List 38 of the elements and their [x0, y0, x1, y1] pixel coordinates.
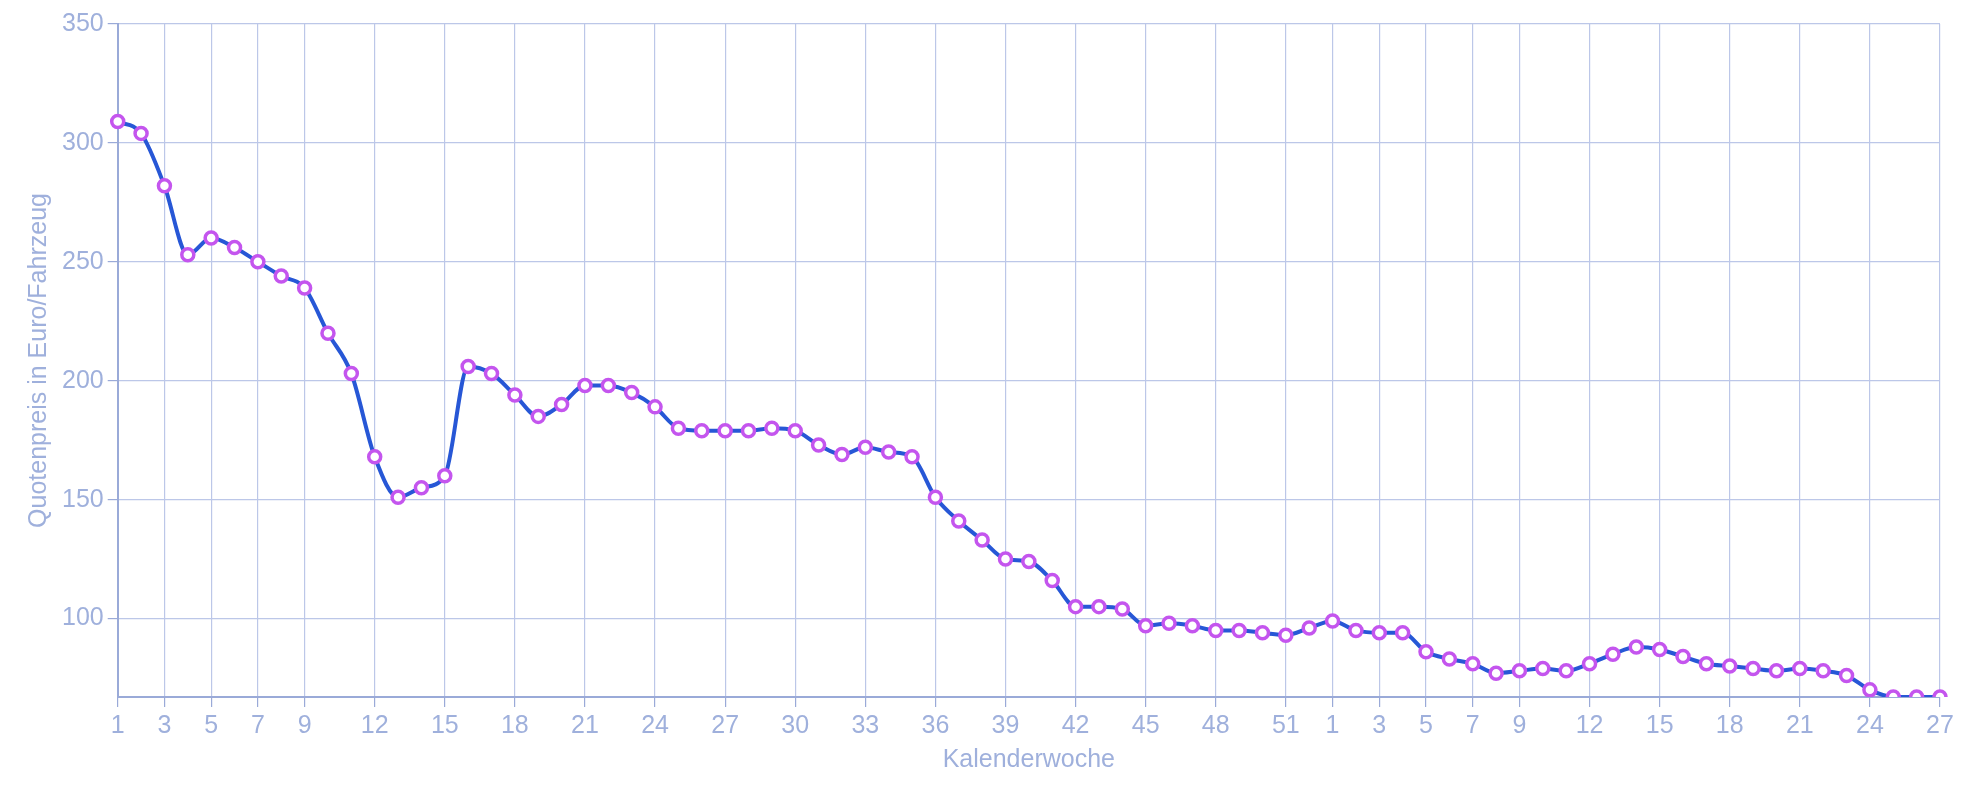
- x-tick-label: 7: [250, 709, 265, 738]
- y-tick-label: 350: [61, 7, 104, 36]
- y-tick-label: 300: [61, 126, 104, 155]
- y-tick-label: 200: [61, 364, 104, 393]
- x-tick-label: 24: [641, 709, 670, 738]
- x-tick-label: 39: [991, 709, 1020, 738]
- y-axis-title: Quotenpreis in Euro/Fahrzeug: [22, 193, 51, 528]
- x-tick-label: 27: [711, 709, 740, 738]
- x-tick-label: 15: [430, 709, 459, 738]
- x-tick-label: 3: [1372, 709, 1387, 738]
- x-tick-label: 7: [1465, 709, 1480, 738]
- x-tick-label: 48: [1201, 709, 1230, 738]
- y-tick-label: 250: [61, 245, 104, 274]
- x-tick-label: 24: [1856, 709, 1884, 738]
- x-tick-label: 51: [1271, 709, 1300, 738]
- x-tick-label: 15: [1645, 709, 1674, 738]
- x-tick-label: 9: [1512, 709, 1527, 738]
- x-tick-label: 18: [500, 709, 529, 738]
- x-tick-label: 1: [110, 709, 125, 738]
- x-tick-label: 27: [1926, 709, 1954, 738]
- x-tick-label: 12: [360, 709, 389, 738]
- x-tick-label: 5: [1419, 709, 1433, 738]
- y-tick-label: 100: [61, 602, 104, 631]
- x-tick-label: 5: [204, 709, 219, 738]
- x-tick-label: 12: [1575, 709, 1604, 738]
- x-tick-label: 3: [157, 709, 172, 738]
- x-tick-label: 33: [851, 709, 880, 738]
- x-tick-label: 21: [1785, 709, 1814, 738]
- x-tick-label: 21: [571, 709, 599, 738]
- x-tick-label: 45: [1131, 709, 1160, 738]
- x-tick-label: 36: [921, 709, 950, 738]
- x-tick-label: 9: [297, 709, 312, 738]
- x-tick-label: 1: [1325, 709, 1340, 738]
- x-tick-label: 18: [1715, 709, 1744, 738]
- x-axis-title: Kalenderwoche: [942, 743, 1116, 772]
- y-tick-label: 150: [61, 483, 104, 512]
- x-tick-label: 42: [1061, 709, 1090, 738]
- x-tick-label: 30: [781, 709, 810, 738]
